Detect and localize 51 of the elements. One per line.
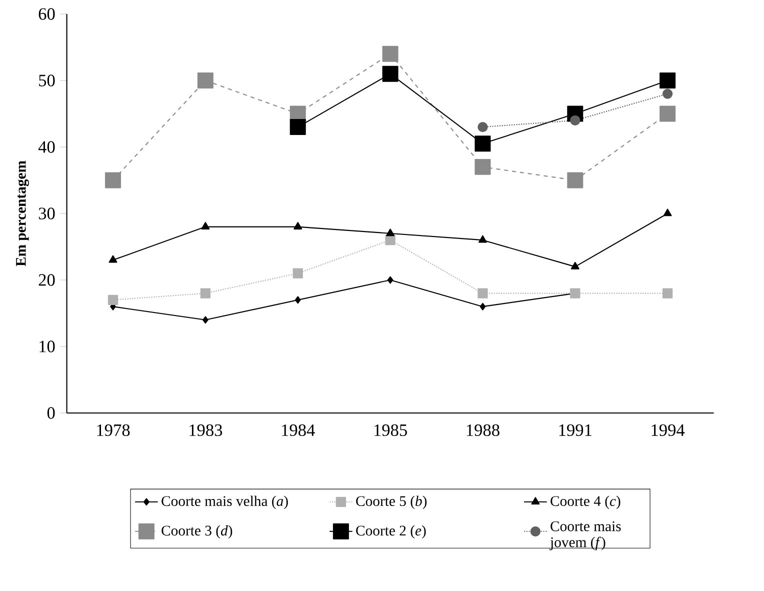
legend-label: Coorte 5 (b) [356, 496, 427, 510]
legend-label: Coorte 4 (c) [550, 496, 620, 510]
x-tick-label: 1985 [374, 424, 407, 436]
point [292, 268, 303, 278]
point [201, 222, 210, 230]
y-tick-label: 60 [38, 8, 55, 20]
legend-label: Coorte 3 (d) [162, 525, 232, 539]
point [108, 294, 118, 306]
x-tick-label: 1991 [559, 424, 592, 436]
point [386, 228, 395, 236]
point [663, 208, 672, 216]
point [478, 288, 488, 298]
x-tick-label: 1988 [466, 424, 500, 436]
point [478, 235, 487, 243]
point [382, 66, 398, 82]
y-tick-label: 30 [38, 208, 55, 220]
point [108, 255, 118, 263]
x-tick-label: 1978 [97, 424, 130, 436]
legend-label: Coorte 2 (e) [356, 525, 426, 539]
point [662, 88, 673, 99]
point [197, 72, 214, 88]
point [385, 235, 396, 246]
point [474, 158, 491, 175]
point [382, 46, 398, 62]
y-tick-label: 0 [47, 407, 55, 419]
y-tick-label: 40 [38, 141, 55, 153]
y-tick-label: 20 [38, 274, 55, 286]
point [105, 172, 122, 188]
point [660, 106, 676, 122]
point [294, 222, 302, 230]
point [202, 316, 208, 324]
point [290, 119, 306, 136]
point [474, 136, 491, 152]
x-tick-label: 1983 [190, 424, 222, 436]
legend-label: Coorte mais jovem (f) [550, 521, 621, 550]
point [200, 288, 210, 298]
point [480, 302, 486, 310]
x-tick-label: 1984 [282, 424, 315, 436]
point [478, 122, 488, 132]
point [570, 115, 580, 126]
point [570, 262, 580, 270]
legend-label: Coorte mais velha (a) [162, 496, 288, 510]
x-tick-label: 1994 [652, 424, 685, 436]
point [387, 276, 394, 284]
point [567, 172, 584, 188]
point [662, 288, 673, 298]
y-tick-label: 50 [39, 74, 55, 86]
point [294, 296, 301, 304]
y-tick-label: 10 [40, 340, 55, 352]
point [660, 72, 676, 88]
y-axis-title: Em percentagem [16, 160, 29, 266]
